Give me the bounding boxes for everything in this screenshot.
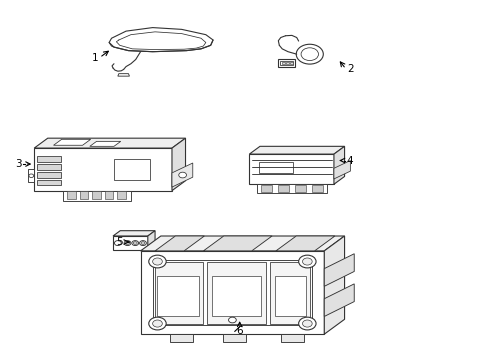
Polygon shape	[280, 334, 304, 342]
Polygon shape	[37, 172, 61, 177]
Polygon shape	[261, 185, 271, 192]
Polygon shape	[140, 251, 324, 334]
Polygon shape	[140, 236, 344, 251]
Circle shape	[152, 258, 162, 265]
Polygon shape	[37, 156, 61, 162]
Circle shape	[124, 240, 131, 246]
Circle shape	[296, 44, 323, 64]
Polygon shape	[34, 148, 172, 191]
Polygon shape	[37, 180, 61, 185]
Circle shape	[228, 317, 236, 323]
Text: 2: 2	[347, 64, 353, 74]
Polygon shape	[280, 61, 293, 65]
Circle shape	[298, 255, 315, 268]
Text: 3: 3	[15, 159, 21, 169]
Polygon shape	[249, 154, 333, 184]
Polygon shape	[249, 146, 344, 154]
Polygon shape	[169, 334, 192, 342]
Polygon shape	[152, 260, 311, 325]
Polygon shape	[90, 141, 121, 146]
Polygon shape	[269, 261, 309, 324]
Polygon shape	[92, 192, 101, 199]
Polygon shape	[67, 192, 76, 199]
Polygon shape	[274, 276, 306, 316]
Polygon shape	[285, 62, 288, 64]
Polygon shape	[324, 284, 353, 316]
Polygon shape	[290, 62, 293, 64]
Circle shape	[302, 320, 311, 327]
Polygon shape	[333, 146, 344, 184]
Polygon shape	[109, 28, 213, 52]
Circle shape	[139, 240, 146, 246]
Polygon shape	[333, 161, 350, 179]
Polygon shape	[114, 159, 150, 180]
Polygon shape	[207, 261, 265, 324]
Polygon shape	[155, 236, 204, 251]
Polygon shape	[53, 139, 90, 145]
Polygon shape	[117, 192, 126, 199]
Polygon shape	[278, 185, 288, 192]
Polygon shape	[259, 162, 292, 173]
Polygon shape	[155, 261, 203, 324]
Polygon shape	[256, 184, 326, 193]
Polygon shape	[203, 236, 271, 251]
Polygon shape	[157, 276, 198, 316]
Polygon shape	[34, 138, 185, 148]
Text: 5: 5	[116, 237, 123, 247]
Polygon shape	[281, 62, 284, 64]
Polygon shape	[113, 236, 147, 250]
Polygon shape	[172, 163, 192, 187]
Polygon shape	[113, 231, 155, 236]
Circle shape	[301, 48, 318, 60]
Polygon shape	[311, 185, 322, 192]
Polygon shape	[118, 74, 129, 76]
Polygon shape	[104, 192, 113, 199]
Text: 1: 1	[91, 53, 98, 63]
Polygon shape	[324, 254, 353, 286]
Polygon shape	[275, 236, 334, 251]
Circle shape	[114, 240, 121, 246]
Circle shape	[125, 242, 129, 244]
Polygon shape	[37, 164, 61, 170]
Polygon shape	[278, 59, 295, 67]
Circle shape	[298, 317, 315, 330]
Text: 6: 6	[236, 327, 243, 336]
Circle shape	[148, 255, 166, 268]
Text: 4: 4	[346, 156, 352, 166]
Circle shape	[141, 242, 144, 244]
Circle shape	[152, 320, 162, 327]
Circle shape	[132, 240, 138, 246]
Circle shape	[179, 172, 186, 178]
Circle shape	[302, 258, 311, 265]
Polygon shape	[295, 185, 305, 192]
Polygon shape	[80, 192, 88, 199]
Polygon shape	[28, 169, 34, 182]
Polygon shape	[223, 334, 245, 342]
Polygon shape	[324, 236, 344, 334]
Circle shape	[133, 242, 137, 244]
Circle shape	[148, 317, 166, 330]
Polygon shape	[147, 231, 155, 250]
Polygon shape	[63, 191, 131, 201]
Circle shape	[29, 174, 34, 177]
Polygon shape	[172, 138, 185, 191]
Polygon shape	[212, 276, 261, 316]
